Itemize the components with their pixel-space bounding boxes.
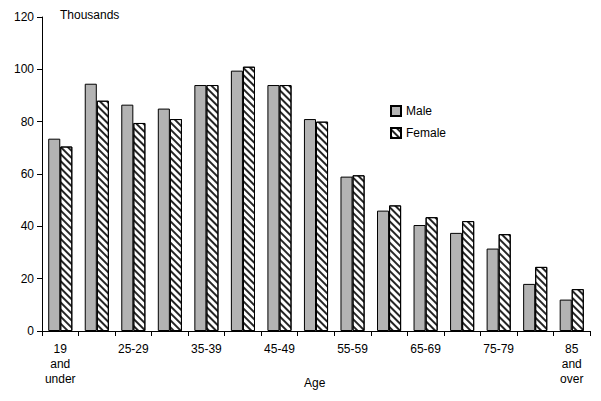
svg-text:0: 0 [27,324,34,338]
svg-text:35-39: 35-39 [191,342,222,356]
svg-text:and: and [562,357,582,371]
svg-text:under: under [45,372,76,386]
svg-text:100: 100 [14,62,34,76]
svg-text:and: and [50,357,70,371]
svg-text:over: over [560,372,583,386]
svg-text:20: 20 [21,272,35,286]
svg-text:80: 80 [21,115,35,129]
svg-text:75-79: 75-79 [483,342,514,356]
svg-text:Male: Male [406,104,432,118]
svg-text:Female: Female [406,126,446,140]
svg-text:Age: Age [304,376,326,390]
svg-text:120: 120 [14,10,34,24]
svg-text:85: 85 [565,342,579,356]
svg-text:65-69: 65-69 [410,342,441,356]
svg-text:Thousands: Thousands [60,8,119,22]
svg-text:45-49: 45-49 [264,342,295,356]
svg-text:25-29: 25-29 [118,342,149,356]
svg-text:60: 60 [21,167,35,181]
svg-text:55-59: 55-59 [337,342,368,356]
svg-text:40: 40 [21,219,35,233]
svg-text:19: 19 [54,342,68,356]
